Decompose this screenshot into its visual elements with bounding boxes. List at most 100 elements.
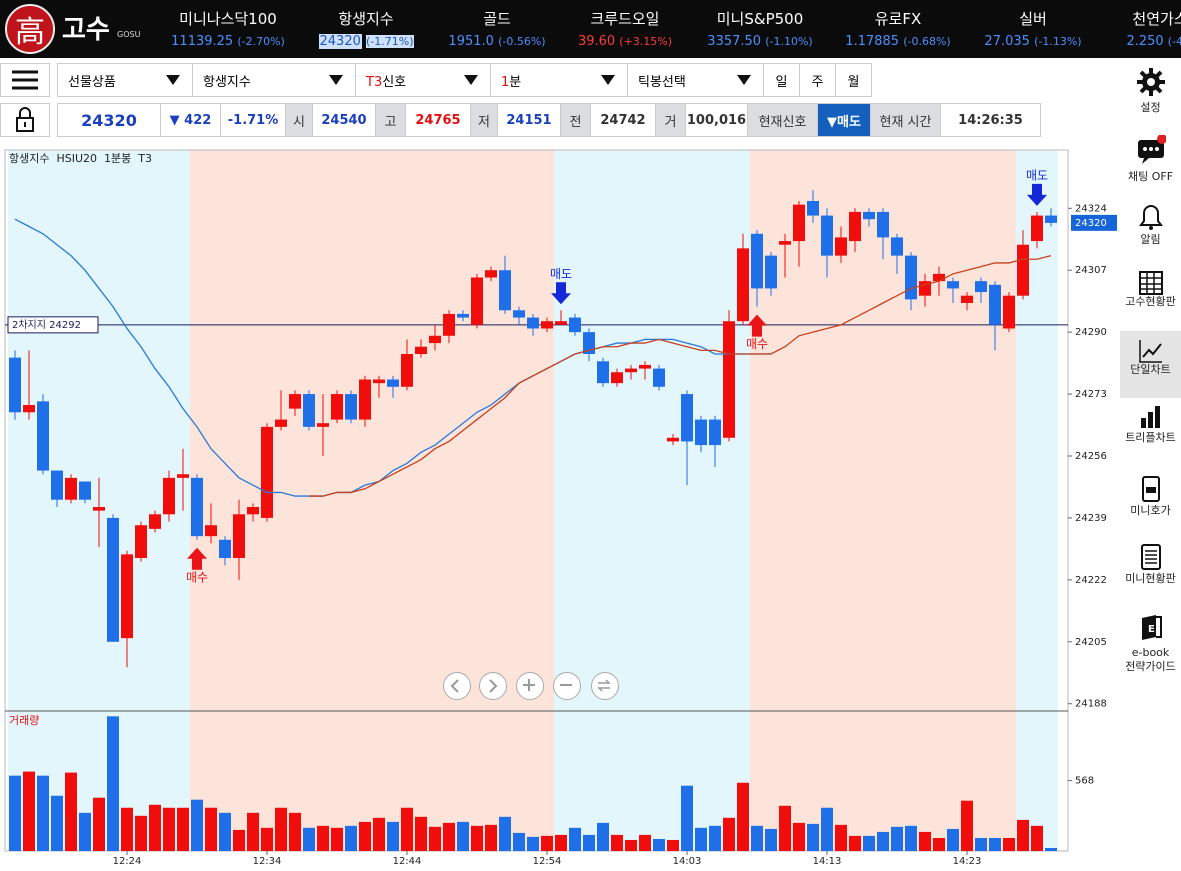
volume-bar bbox=[9, 775, 21, 851]
dropdown-text: 신호 bbox=[382, 74, 407, 90]
ticker-name: 미니나스닥100 bbox=[179, 10, 277, 28]
candle-body bbox=[919, 281, 931, 296]
sidebar-button[interactable] bbox=[1120, 336, 1181, 366]
candle-body bbox=[723, 321, 735, 438]
ticker[interactable]: 골드 1951.0 (-0.56%) bbox=[427, 0, 567, 49]
sidebar-label: 단일차트 bbox=[1120, 363, 1181, 377]
sidebar-label-line: 트리플차트 bbox=[1125, 431, 1176, 444]
ticker[interactable]: 크루드오일 39.60 (+3.15%) bbox=[555, 0, 695, 49]
nav-button[interactable] bbox=[478, 671, 508, 701]
nav-button[interactable] bbox=[590, 671, 620, 701]
nav-button[interactable] bbox=[515, 671, 545, 701]
volume-bar bbox=[373, 817, 385, 851]
candle-body bbox=[961, 295, 973, 303]
nav-button[interactable] bbox=[552, 671, 582, 701]
ticker-bar: 高 고수 GOSU 미니나스닥100 11139.25 (-2.70%) 항생지수 2… bbox=[0, 0, 1181, 58]
period-button[interactable]: 일 bbox=[764, 63, 800, 97]
candle-body bbox=[219, 539, 231, 558]
ticker-price: 2.250 bbox=[1126, 34, 1164, 49]
candle-body bbox=[415, 346, 427, 354]
sidebar-button[interactable] bbox=[1120, 402, 1181, 432]
period-button[interactable]: 주 bbox=[800, 63, 836, 97]
volume-bar bbox=[877, 831, 889, 851]
ticker-name: 유로FX bbox=[874, 10, 922, 28]
nav-button[interactable] bbox=[442, 671, 472, 701]
ticker[interactable]: 미니나스닥100 11139.25 (-2.70%) bbox=[158, 0, 298, 49]
toolbar: 선물상품 항생지수 T3신호 1분 틱봉선택 일 주 월 bbox=[57, 63, 872, 97]
quote-cell: 100,016 bbox=[686, 103, 748, 137]
menu-button[interactable] bbox=[0, 63, 50, 97]
candle-body bbox=[345, 394, 357, 420]
sidebar-button[interactable] bbox=[1120, 134, 1181, 165]
sidebar-icon bbox=[1138, 340, 1162, 363]
lock-button[interactable] bbox=[0, 103, 50, 137]
ticker-quote: 1.17885 (-0.68%) bbox=[828, 34, 968, 49]
dropdown[interactable]: 틱봉선택 bbox=[628, 63, 764, 97]
sidebar-button[interactable] bbox=[1120, 268, 1181, 298]
quote-cell: 24151 bbox=[498, 103, 561, 137]
sidebar-button[interactable]: E bbox=[1120, 612, 1181, 642]
dropdown-label: 선물상품 bbox=[68, 71, 116, 90]
sidebar-label: 알림 bbox=[1120, 233, 1181, 247]
volume-bar bbox=[569, 827, 581, 851]
last-price: 24320 bbox=[1075, 218, 1107, 229]
arrow bbox=[601, 75, 615, 85]
quote-cell: 14:26:35 bbox=[941, 103, 1041, 137]
volume-bar bbox=[723, 817, 735, 851]
candle-body bbox=[737, 248, 749, 322]
sidebar-button[interactable] bbox=[1120, 474, 1181, 504]
candle-body bbox=[9, 357, 21, 413]
volume-bar bbox=[247, 812, 259, 851]
y-tick-label: 24188 bbox=[1075, 699, 1107, 710]
ticker[interactable]: 미니S&P500 3357.50 (-1.10%) bbox=[690, 0, 830, 49]
volume-bar bbox=[23, 771, 35, 851]
x-tick-label: 12:44 bbox=[393, 856, 422, 867]
sidebar-icon bbox=[1137, 134, 1167, 164]
candle-body bbox=[639, 364, 651, 369]
volume-bar bbox=[135, 815, 147, 851]
candle-body bbox=[513, 310, 525, 318]
candle-body bbox=[891, 237, 903, 256]
quote-cell: 24540 bbox=[313, 103, 376, 137]
sidebar-button[interactable] bbox=[1120, 542, 1181, 572]
ticker[interactable]: 천연가스 2.250 (-4.5 bbox=[1090, 0, 1181, 49]
x-tick-label: 12:34 bbox=[253, 856, 282, 867]
ticker-change: (-0.68%) bbox=[903, 35, 951, 48]
dropdown-arrow bbox=[601, 75, 615, 85]
dropdown[interactable]: T3신호 bbox=[356, 63, 491, 97]
dropdown[interactable]: 선물상품 bbox=[58, 63, 193, 97]
nav-icon bbox=[479, 672, 507, 700]
volume-bar bbox=[443, 822, 455, 851]
dropdown-text: 1 bbox=[501, 74, 510, 90]
candle-body bbox=[877, 211, 889, 238]
ticker-quote: 3357.50 (-1.10%) bbox=[690, 34, 830, 49]
ticker-quote: 11139.25 (-2.70%) bbox=[158, 34, 298, 49]
candle-body bbox=[947, 281, 959, 289]
candle-body bbox=[359, 379, 371, 420]
candle-body bbox=[443, 313, 455, 336]
period-button[interactable]: 월 bbox=[836, 63, 872, 97]
ticker[interactable]: 항생지수 24320 (-1.71%) bbox=[296, 0, 436, 49]
moving-average bbox=[14, 218, 771, 497]
sidebar-label: 고수현황판 bbox=[1120, 295, 1181, 309]
volume-bar bbox=[765, 828, 777, 851]
volume-bar bbox=[65, 772, 77, 851]
sidebar-icon bbox=[1140, 544, 1161, 570]
arrow bbox=[329, 75, 343, 85]
signal-zone bbox=[190, 150, 554, 851]
sidebar-label-line: 전략가이드 bbox=[1125, 660, 1176, 673]
ticker[interactable]: 실버 27.035 (-1.13%) bbox=[963, 0, 1103, 49]
sidebar-icon bbox=[1138, 271, 1163, 295]
y-tick-label: 24307 bbox=[1075, 265, 1107, 276]
sidebar-button[interactable] bbox=[1120, 67, 1181, 97]
volume-bar bbox=[639, 834, 651, 851]
candle-body bbox=[709, 419, 721, 446]
volume-bar bbox=[37, 775, 49, 851]
sidebar-button[interactable] bbox=[1120, 202, 1181, 232]
candle-body bbox=[233, 514, 245, 558]
dropdown[interactable]: 1분 bbox=[491, 63, 628, 97]
candle-body bbox=[485, 270, 497, 278]
ticker[interactable]: 유로FX 1.17885 (-0.68%) bbox=[828, 0, 968, 49]
dropdown[interactable]: 항생지수 bbox=[193, 63, 356, 97]
